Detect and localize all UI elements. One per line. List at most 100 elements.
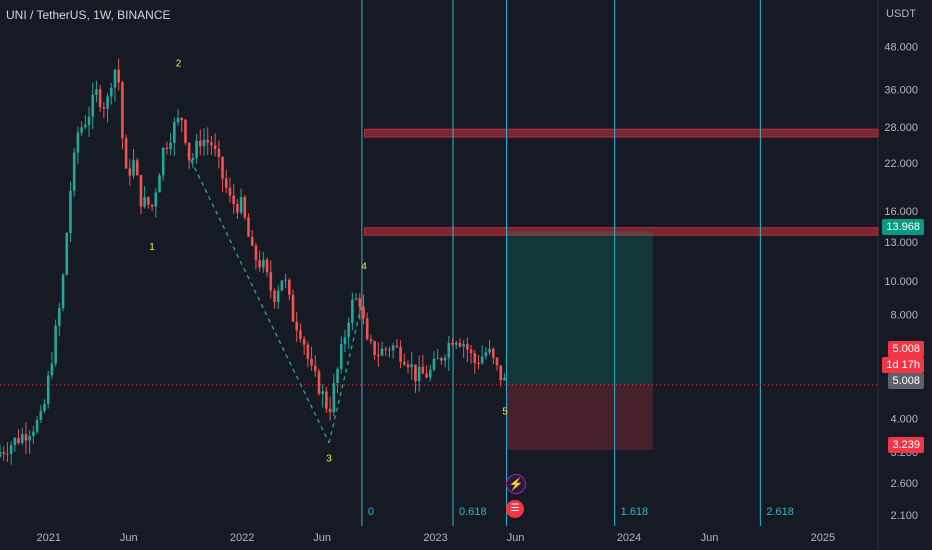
candle-body: [95, 89, 98, 95]
candle-body: [313, 365, 317, 372]
fib-time-label: 1.618: [621, 506, 649, 518]
x-tick-label: 2025: [811, 532, 835, 544]
candle-body: [276, 290, 280, 303]
wave-label: 2: [176, 58, 182, 69]
candle-body: [432, 358, 436, 370]
target-price-label: 13.968: [882, 219, 924, 235]
wave-trendline: [328, 303, 363, 443]
y-tick-label: 4.000: [890, 413, 918, 425]
fib-time-label: 0.618: [459, 506, 487, 518]
candle-body: [258, 260, 261, 268]
candle-body: [495, 357, 499, 366]
candle-body: [492, 348, 495, 358]
candle-body: [236, 204, 239, 213]
candle-body: [339, 344, 343, 369]
candle-body: [436, 358, 439, 360]
candle-body: [217, 148, 221, 157]
candle-body: [391, 345, 395, 351]
candle-body: [124, 138, 128, 169]
candle-body: [150, 204, 154, 207]
candle-body: [247, 217, 250, 237]
currency-label: USDT: [886, 8, 916, 20]
candle-body: [28, 436, 31, 441]
candle-body: [32, 431, 35, 437]
candle-body: [473, 353, 477, 363]
candle-body: [402, 361, 406, 365]
x-tick-label: Jun: [313, 532, 331, 544]
candle-body: [440, 358, 443, 361]
candle-body: [317, 371, 321, 394]
current-price-label: 5.008: [888, 341, 924, 357]
candle-body: [343, 337, 347, 345]
y-tick-label: 36.000: [884, 84, 918, 96]
candle-body: [24, 434, 28, 441]
candle-body: [39, 411, 43, 420]
candle-body: [232, 195, 235, 205]
candle-body: [488, 348, 491, 353]
candle-body: [288, 279, 291, 295]
candle-body: [61, 274, 65, 309]
profit-zone: [506, 231, 653, 385]
wave-label: 5: [502, 407, 508, 418]
us-flag-event-icon[interactable]: ☰: [506, 500, 524, 518]
candle-body: [158, 175, 161, 193]
candle-body: [180, 117, 184, 120]
candle-body: [273, 290, 276, 303]
candle-body: [6, 453, 9, 455]
chart-title: UNI / TetherUS, 1W, BINANCE: [6, 8, 171, 22]
candle-body: [484, 352, 488, 357]
candle-body: [395, 345, 399, 347]
candle-body: [113, 69, 117, 88]
candle-body: [428, 369, 432, 378]
candle-body: [173, 122, 176, 143]
candle-body: [132, 160, 135, 176]
candle-body: [462, 344, 465, 347]
candle-body: [414, 364, 417, 382]
candle-body: [198, 140, 202, 147]
candle-body: [46, 375, 50, 404]
candle-body: [165, 147, 169, 150]
candle-body: [154, 192, 158, 207]
candle-body: [284, 279, 287, 281]
candle-body: [195, 140, 198, 158]
lightning-event-icon[interactable]: ⚡: [506, 474, 526, 494]
candle-body: [106, 96, 109, 109]
candle-body: [503, 377, 506, 381]
candle-body: [109, 87, 113, 97]
x-tick-label: Jun: [120, 532, 138, 544]
candle-body: [80, 127, 83, 133]
candle-body: [228, 187, 232, 196]
candle-body: [2, 452, 6, 454]
candle-body: [280, 280, 284, 291]
y-tick-label: 2.100: [890, 510, 918, 522]
countdown-label: 1d 17h: [882, 357, 924, 373]
candle-body: [121, 82, 124, 139]
candle-body: [161, 147, 165, 176]
x-tick-label: 2022: [230, 532, 254, 544]
candle-body: [191, 157, 195, 161]
candle-body: [139, 175, 143, 207]
candle-body: [254, 245, 258, 261]
x-tick-label: Jun: [701, 532, 719, 544]
candle-body: [451, 342, 454, 345]
candle-body: [224, 178, 228, 188]
candle-body: [443, 357, 447, 361]
candle-body: [365, 318, 369, 340]
candle-body: [447, 342, 451, 358]
candle-body: [69, 190, 72, 234]
y-tick-label: 10.000: [884, 276, 918, 288]
candle-body: [466, 344, 469, 350]
resistance-zone: [364, 128, 879, 138]
wave-label: 1: [149, 242, 155, 253]
candle-body: [43, 403, 46, 412]
x-tick-label: 2024: [617, 532, 641, 544]
candle-body: [269, 272, 273, 291]
candle-body: [206, 139, 210, 143]
candle-body: [9, 445, 13, 454]
candle-body: [358, 298, 362, 307]
candle-body: [384, 348, 388, 350]
candle-body: [421, 366, 425, 374]
candle-body: [84, 124, 87, 128]
candle-body: [336, 368, 339, 384]
